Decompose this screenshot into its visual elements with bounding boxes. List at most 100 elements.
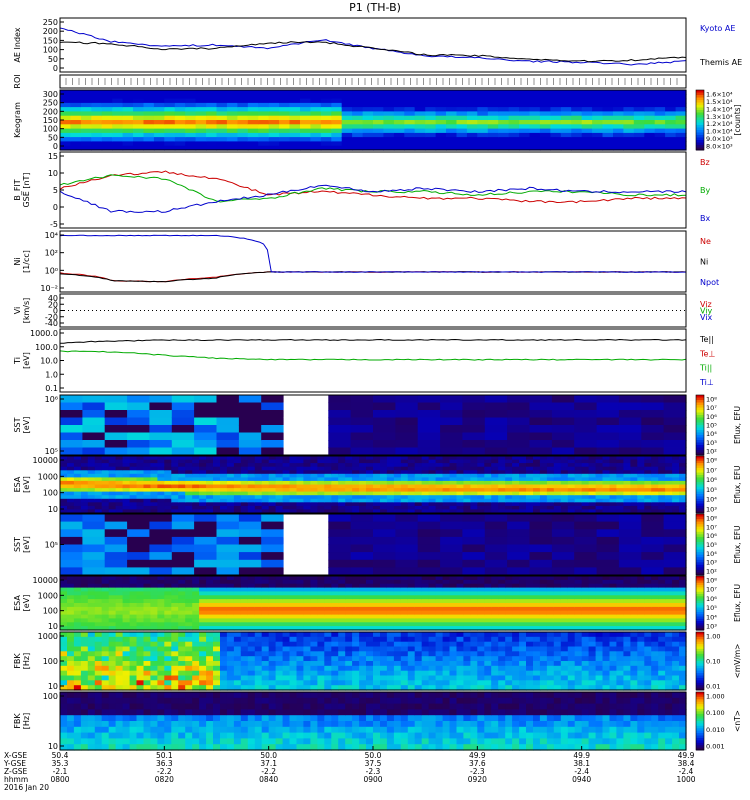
spectrogram-cell xyxy=(352,498,360,503)
spectrogram-cell xyxy=(226,610,235,616)
spectrogram-cell xyxy=(143,685,152,691)
spectrogram-cell xyxy=(456,603,465,608)
spectrogram-cell xyxy=(108,491,117,496)
spectrogram-cell xyxy=(393,470,402,475)
spectrogram-cell xyxy=(602,622,611,627)
spectrogram-cell xyxy=(60,128,71,134)
spectrogram-cell xyxy=(233,661,242,667)
spectrogram-cell xyxy=(331,107,343,112)
spectrogram-cell xyxy=(366,495,374,500)
spectrogram-cell xyxy=(477,651,485,657)
spectrogram-cell xyxy=(300,111,311,117)
spectrogram-cell xyxy=(428,502,437,507)
spectrogram-cell xyxy=(331,632,339,638)
spectrogram-cell xyxy=(592,115,604,121)
spectrogram-cell xyxy=(310,132,322,138)
spectrogram-cell xyxy=(171,459,179,464)
spectrogram-cell xyxy=(665,509,673,514)
spectrogram-cell xyxy=(665,484,673,489)
spectrogram-cell xyxy=(421,595,430,600)
spectrogram-cell xyxy=(477,670,485,677)
spectrogram-cell xyxy=(373,137,384,142)
spectrogram-cell xyxy=(519,661,527,667)
spectrogram-cell xyxy=(233,591,242,596)
spectrogram-cell xyxy=(470,675,478,681)
spectrogram-cell xyxy=(143,498,152,503)
spectrogram-cell xyxy=(254,579,263,585)
spectrogram-cell xyxy=(574,466,583,471)
spectrogram-cell xyxy=(529,111,541,117)
spectrogram-cell xyxy=(414,502,423,507)
spectrogram-cell xyxy=(529,132,541,138)
spectrogram-cell xyxy=(550,94,562,100)
spectrogram-cell xyxy=(421,466,430,471)
spectrogram-cell xyxy=(185,622,193,627)
spectrogram-cell xyxy=(616,491,624,496)
spectrogram-cell xyxy=(675,132,687,138)
spectrogram-cell xyxy=(296,495,305,500)
spectrogram-cell xyxy=(220,509,228,514)
spectrogram-cell xyxy=(574,529,598,538)
spectrogram-cell xyxy=(171,618,179,623)
spectrogram-cell xyxy=(456,665,465,672)
spectrogram-cell xyxy=(143,94,155,100)
spectrogram-cell xyxy=(553,473,562,478)
spectrogram-cell xyxy=(213,477,221,482)
spectrogram-cell xyxy=(393,124,405,130)
spectrogram-cell xyxy=(373,491,381,496)
spectrogram-cell xyxy=(644,477,652,482)
spectrogram-cell xyxy=(338,491,346,496)
spectrogram-cell xyxy=(192,626,200,631)
spectrogram-cell xyxy=(108,495,117,500)
spectrogram-cell xyxy=(526,632,534,638)
spectrogram-cell xyxy=(153,115,165,121)
spectrogram-cell xyxy=(87,626,96,631)
spectrogram-cell xyxy=(296,587,305,593)
spectrogram-cell xyxy=(421,641,430,648)
spectrogram-cell xyxy=(303,685,311,691)
spectrogram-cell xyxy=(108,610,117,616)
spectrogram-cell xyxy=(630,466,638,471)
spectrogram-cell xyxy=(581,132,593,138)
spectrogram-cell xyxy=(150,583,158,589)
spectrogram-cell xyxy=(150,685,158,691)
spectrogram-cell xyxy=(658,587,666,593)
spectrogram-cell xyxy=(581,488,590,493)
spectrogram-cell xyxy=(546,603,555,608)
spectrogram-cell xyxy=(67,491,75,496)
spectrogram-cell xyxy=(658,610,666,616)
spectrogram-cell xyxy=(505,587,513,593)
spectrogram-cell xyxy=(498,98,510,104)
spectrogram-cell xyxy=(220,599,228,604)
spectrogram-cell xyxy=(519,94,531,100)
spectrogram-cell xyxy=(320,128,332,134)
spectrogram-cell xyxy=(414,120,426,125)
spectrogram-cell xyxy=(171,656,179,662)
spectrogram-cell xyxy=(553,626,562,631)
spectrogram-cell xyxy=(498,656,506,662)
spectrogram-cell xyxy=(185,459,193,464)
spectrogram-cell xyxy=(338,670,346,677)
spectrogram-cell xyxy=(362,120,374,125)
spectrogram-cell xyxy=(226,115,238,121)
spectrogram-cell xyxy=(282,473,291,478)
spectrogram-cell xyxy=(630,675,638,681)
spectrogram-cell xyxy=(602,595,611,600)
spectrogram-cell xyxy=(171,488,179,493)
spectrogram-cell xyxy=(247,583,256,589)
spectrogram-cell xyxy=(338,599,346,604)
spectrogram-cell xyxy=(679,480,687,486)
spectrogram-cell xyxy=(220,502,228,507)
spectrogram-cell xyxy=(519,632,527,638)
spectrogram-cell xyxy=(352,94,364,100)
spectrogram-cell xyxy=(553,583,562,589)
spectrogram-cell xyxy=(136,459,145,464)
spectrogram-cell xyxy=(463,480,471,486)
spectrogram-cell xyxy=(386,463,395,468)
spectrogram-cell xyxy=(108,456,117,461)
spectrogram-cell xyxy=(338,632,346,638)
spectrogram-cell xyxy=(574,440,598,449)
spectrogram-cell xyxy=(220,670,228,677)
spectrogram-cell xyxy=(303,632,311,638)
spectrogram-cell xyxy=(247,626,256,631)
